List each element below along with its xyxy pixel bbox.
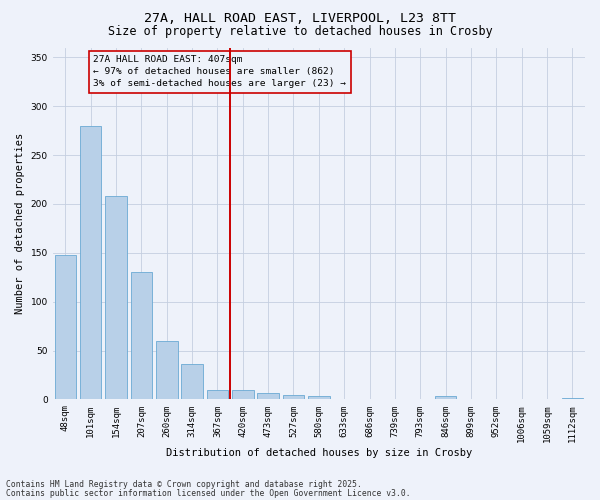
Text: Size of property relative to detached houses in Crosby: Size of property relative to detached ho…	[107, 25, 493, 38]
Text: Contains HM Land Registry data © Crown copyright and database right 2025.: Contains HM Land Registry data © Crown c…	[6, 480, 362, 489]
Bar	[131, 272, 152, 400]
Bar	[206, 390, 228, 400]
Bar	[257, 392, 279, 400]
Bar	[562, 398, 583, 400]
Bar	[308, 396, 329, 400]
Bar	[283, 394, 304, 400]
Bar	[181, 364, 203, 400]
Text: 27A, HALL ROAD EAST, LIVERPOOL, L23 8TT: 27A, HALL ROAD EAST, LIVERPOOL, L23 8TT	[144, 12, 456, 26]
Bar	[105, 196, 127, 400]
X-axis label: Distribution of detached houses by size in Crosby: Distribution of detached houses by size …	[166, 448, 472, 458]
Bar	[435, 396, 457, 400]
Bar	[232, 390, 254, 400]
Bar	[156, 341, 178, 400]
Bar	[55, 255, 76, 400]
Bar	[80, 126, 101, 400]
Text: 27A HALL ROAD EAST: 407sqm
← 97% of detached houses are smaller (862)
3% of semi: 27A HALL ROAD EAST: 407sqm ← 97% of deta…	[93, 56, 346, 88]
Text: Contains public sector information licensed under the Open Government Licence v3: Contains public sector information licen…	[6, 489, 410, 498]
Y-axis label: Number of detached properties: Number of detached properties	[15, 133, 25, 314]
